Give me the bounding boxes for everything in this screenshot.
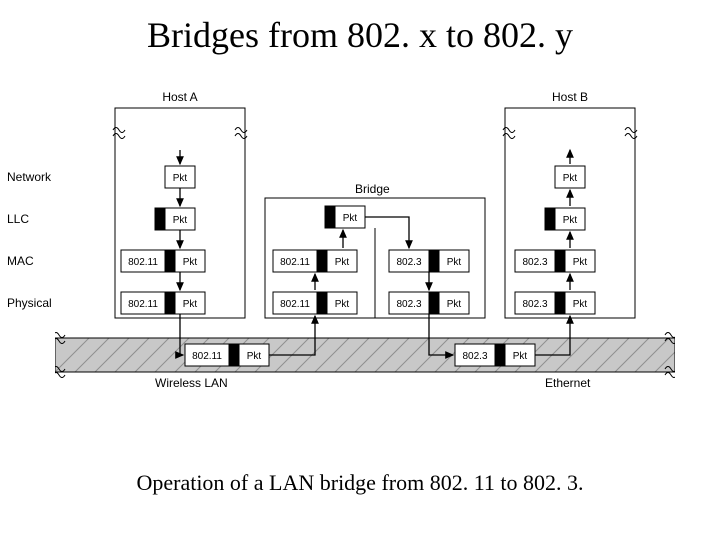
svg-text:Pkt: Pkt [173, 173, 188, 184]
hostB-llc-pkt: Pkt [545, 208, 585, 230]
label-host-b: Host B [505, 90, 635, 104]
svg-text:Pkt: Pkt [563, 173, 578, 184]
svg-text:802.3: 802.3 [522, 257, 547, 268]
svg-text:Pkt: Pkt [513, 351, 528, 362]
svg-text:Pkt: Pkt [563, 215, 578, 226]
hostA-network-pkt: Pkt [165, 166, 195, 188]
page-caption: Operation of a LAN bridge from 802. 11 t… [0, 470, 720, 496]
bridge-right-mac-pkt: 802.3 Pkt [389, 250, 469, 272]
medium-left-pkt: 802.11 Pkt [185, 344, 269, 366]
label-llc: LLC [7, 212, 29, 226]
bridge-diagram: Network LLC MAC Physical Host A Host B B… [55, 80, 675, 440]
medium-band [55, 338, 675, 372]
svg-text:Pkt: Pkt [343, 213, 358, 224]
bridge-llc-pkt: Pkt [325, 206, 365, 228]
label-network: Network [7, 170, 51, 184]
label-mac: MAC [7, 254, 34, 268]
svg-text:Pkt: Pkt [573, 257, 588, 268]
svg-text:802.11: 802.11 [280, 299, 310, 310]
svg-text:Pkt: Pkt [183, 299, 198, 310]
svg-text:Pkt: Pkt [447, 257, 462, 268]
bridge-right-phy-pkt: 802.3 Pkt [389, 292, 469, 314]
svg-text:802.11: 802.11 [280, 257, 310, 268]
hostB-mac-pkt: 802.3 Pkt [515, 250, 595, 272]
svg-text:802.3: 802.3 [396, 299, 421, 310]
hostA-mac-pkt: 802.11 Pkt [121, 250, 205, 272]
page-title: Bridges from 802. x to 802. y [0, 14, 720, 56]
svg-text:Pkt: Pkt [335, 257, 350, 268]
label-host-a: Host A [115, 90, 245, 104]
svg-text:802.3: 802.3 [522, 299, 547, 310]
label-wlan: Wireless LAN [155, 376, 228, 390]
svg-text:Pkt: Pkt [173, 215, 188, 226]
svg-text:802.11: 802.11 [192, 351, 222, 362]
svg-text:Pkt: Pkt [447, 299, 462, 310]
svg-text:802.11: 802.11 [128, 299, 158, 310]
svg-text:Pkt: Pkt [573, 299, 588, 310]
hostA-phy-pkt: 802.11 Pkt [121, 292, 205, 314]
hostA-llc-pkt: Pkt [155, 208, 195, 230]
svg-text:Pkt: Pkt [247, 351, 262, 362]
svg-text:Pkt: Pkt [183, 257, 198, 268]
label-bridge: Bridge [355, 182, 390, 196]
bridge-left-phy-pkt: 802.11 Pkt [273, 292, 357, 314]
svg-text:802.11: 802.11 [128, 257, 158, 268]
hostB-network-pkt: Pkt [555, 166, 585, 188]
bridge-left-mac-pkt: 802.11 Pkt [273, 250, 357, 272]
label-physical: Physical [7, 296, 52, 310]
medium-right-pkt: 802.3 Pkt [455, 344, 535, 366]
svg-text:Pkt: Pkt [335, 299, 350, 310]
svg-text:802.3: 802.3 [396, 257, 421, 268]
label-eth: Ethernet [545, 376, 590, 390]
svg-text:802.3: 802.3 [462, 351, 487, 362]
hostB-phy-pkt: 802.3 Pkt [515, 292, 595, 314]
